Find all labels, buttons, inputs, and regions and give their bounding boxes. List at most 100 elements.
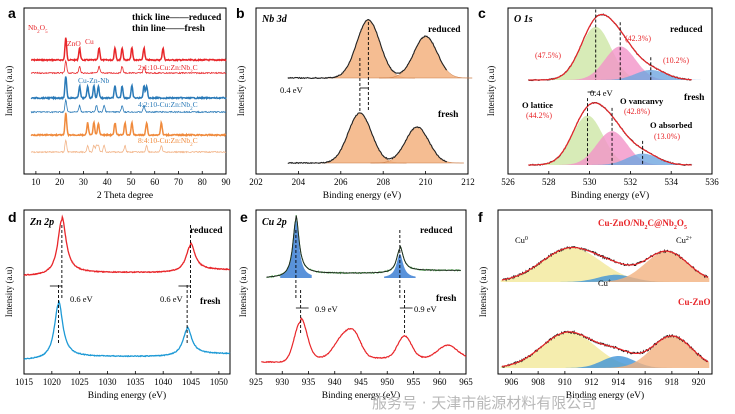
xtick-label-a-3: 40 — [103, 177, 113, 187]
panel-b-xticks: 202 204 206 208 210 212 — [249, 171, 475, 187]
panel-c-axes — [507, 7, 713, 175]
xtick-label-f-2: 910 — [558, 377, 572, 387]
watermark-text: 服务号 · 天津市能源材料有限公司 — [372, 394, 596, 412]
xtick-label-f-6: 918 — [665, 377, 679, 387]
panel-f-xlabel: Binding energy (eV) — [566, 390, 644, 401]
xtick-label-a-7: 80 — [198, 177, 208, 187]
panel-b-shift-label: 0.4 eV — [280, 85, 304, 95]
c-lbl-lattice: O lattice — [522, 100, 553, 110]
xtick-label-e-7: 960 — [433, 377, 447, 387]
xrd-series-0 — [30, 37, 227, 63]
xtick-label-b-2: 206 — [334, 177, 348, 187]
c-fresh-pct-3: (13.0%) — [654, 132, 680, 141]
f-comp-top-0 — [500, 247, 710, 282]
panel-b-axes — [255, 7, 469, 175]
xtick-label-d-4: 1035 — [126, 377, 145, 387]
panel-a-xticks: 10 20 30 40 50 60 70 80 90 — [31, 171, 231, 187]
xtick-label-e-8: 965 — [459, 377, 473, 387]
xtick-label-d-7: 1050 — [210, 377, 229, 387]
phase-zno: ZnO — [67, 39, 81, 48]
panel-a-curves — [30, 37, 227, 154]
panel-c-shift-label: 0.4 eV — [590, 88, 614, 98]
e-shift-2: 0.9 eV — [414, 304, 438, 314]
panel-e-cu2p: e 925 930 935 940 945 950 955 960 965 Binding en… — [238, 209, 473, 401]
panel-d-title: Zn 2p — [29, 217, 54, 228]
xtick-label-a-1: 20 — [55, 177, 65, 187]
series-label-1: 2:1:10-Cu:Zn:Nb2C — [138, 63, 198, 75]
c-lbl-vacancy: O vancanvy — [620, 96, 664, 106]
panel-c-o1s: c 526 528 530 532 534 536 Binding energy (eV)… — [478, 5, 719, 201]
phase-cu: Cu — [85, 37, 94, 46]
xtick-label-c-2: 530 — [583, 177, 597, 187]
panel-e-reduced-label: reduced — [420, 226, 453, 236]
xtick-label-c-5: 536 — [705, 177, 719, 187]
xtick-label-a-2: 30 — [79, 177, 89, 187]
e-reduced-fit — [266, 215, 461, 278]
xtick-label-d-6: 1045 — [182, 377, 201, 387]
panel-f-axes — [497, 209, 713, 375]
f-comp-bot-1 — [500, 356, 710, 368]
panel-f-cu-lmm: f 906 908 910 912 914 916 918 920 Binding energ… — [478, 209, 713, 401]
panel-e-fresh-label: fresh — [436, 294, 457, 304]
panel-b-nb3d: b 202 204 206 208 210 212 Binding energy (eV)… — [236, 5, 475, 201]
xtick-label-d-5: 1040 — [154, 377, 173, 387]
panel-d-reduced-label: reduced — [190, 226, 223, 236]
f-bottom-label: Cu-ZnO — [678, 297, 711, 307]
xtick-label-f-1: 908 — [531, 377, 545, 387]
xtick-label-e-5: 950 — [381, 377, 395, 387]
panel-b-curves — [287, 19, 473, 165]
panel-f-xticks: 906 908 910 912 914 916 918 920 — [505, 371, 706, 387]
xtick-label-b-4: 210 — [419, 177, 433, 187]
panel-b-ylabel: Intensity (a.u) — [236, 66, 246, 116]
xtick-label-c-0: 526 — [501, 177, 515, 187]
panel-letter-c: c — [478, 5, 486, 21]
panel-a-axes — [23, 7, 227, 175]
xrd-series-2 — [30, 76, 227, 101]
f-lbl-cu0: Cu0 — [515, 235, 528, 245]
c-comp-fresh-2 — [589, 153, 696, 165]
d-shift-1: 0.6 eV — [70, 294, 94, 304]
xtick-label-a-0: 10 — [31, 177, 41, 187]
xtick-label-e-4: 945 — [354, 377, 368, 387]
xtick-label-e-1: 930 — [276, 377, 290, 387]
panel-c-xlabel: Binding energy (eV) — [571, 190, 649, 201]
panel-b-title: Nb 3d — [261, 14, 288, 25]
xtick-label-d-2: 1025 — [71, 377, 90, 387]
c-fresh-pct-2: (42.8%) — [624, 107, 650, 116]
panel-b-xlabel: Binding energy (eV) — [323, 190, 401, 201]
panel-d-fresh-label: fresh — [200, 297, 221, 307]
phase-nb2o5: Nb2O5 — [28, 23, 48, 35]
c-fresh-pct-1: (44.2%) — [526, 111, 552, 120]
panel-a-xlabel: 2 Theta degree — [97, 191, 153, 201]
f-top-label: Cu-ZnO/Nb2C@Nb2O5 — [598, 218, 687, 231]
xrd-series-5 — [30, 139, 227, 154]
xtick-label-d-3: 1030 — [99, 377, 118, 387]
xtick-label-b-3: 208 — [376, 177, 390, 187]
xrd-series-1 — [30, 59, 226, 75]
panel-letter-f: f — [478, 209, 483, 225]
xtick-label-f-0: 906 — [505, 377, 519, 387]
panel-c-title: O 1s — [514, 14, 533, 25]
f-comp-top-1 — [500, 274, 710, 282]
xtick-label-e-6: 955 — [407, 377, 421, 387]
panel-c-xticks: 526 528 530 532 534 536 — [501, 171, 719, 187]
panel-f-curves — [500, 246, 710, 368]
panel-c-curves — [528, 9, 704, 167]
panel-a-xrd: a 10 20 30 40 50 60 70 80 90 2 Theta degree Inte… — [4, 5, 231, 201]
panel-d-curves — [23, 214, 231, 360]
panel-d-zn2p: d 1015 1020 1025 1030 1035 1040 1045 1050 Bindi… — [4, 209, 231, 401]
f-lbl-cu2: Cu2+ — [676, 235, 693, 245]
legend-thick: thick line——reduced — [132, 13, 222, 23]
panel-b-fresh-label: fresh — [438, 110, 459, 120]
c-lbl-absorbed: O absorbed — [650, 120, 693, 130]
b-fit-fresh — [287, 112, 448, 165]
f-comp-bot-2 — [500, 336, 710, 368]
xrd-series-4 — [30, 112, 227, 138]
panel-e-curves — [261, 215, 467, 364]
e-shift-1: 0.9 eV — [315, 304, 339, 314]
xtick-label-a-5: 60 — [150, 177, 160, 187]
xrd-series-3 — [30, 98, 227, 114]
c-red-pct-1: (47.5%) — [535, 51, 561, 60]
series-label-2: 4:2:10-Cu:Zn:Nb2C — [138, 100, 198, 112]
